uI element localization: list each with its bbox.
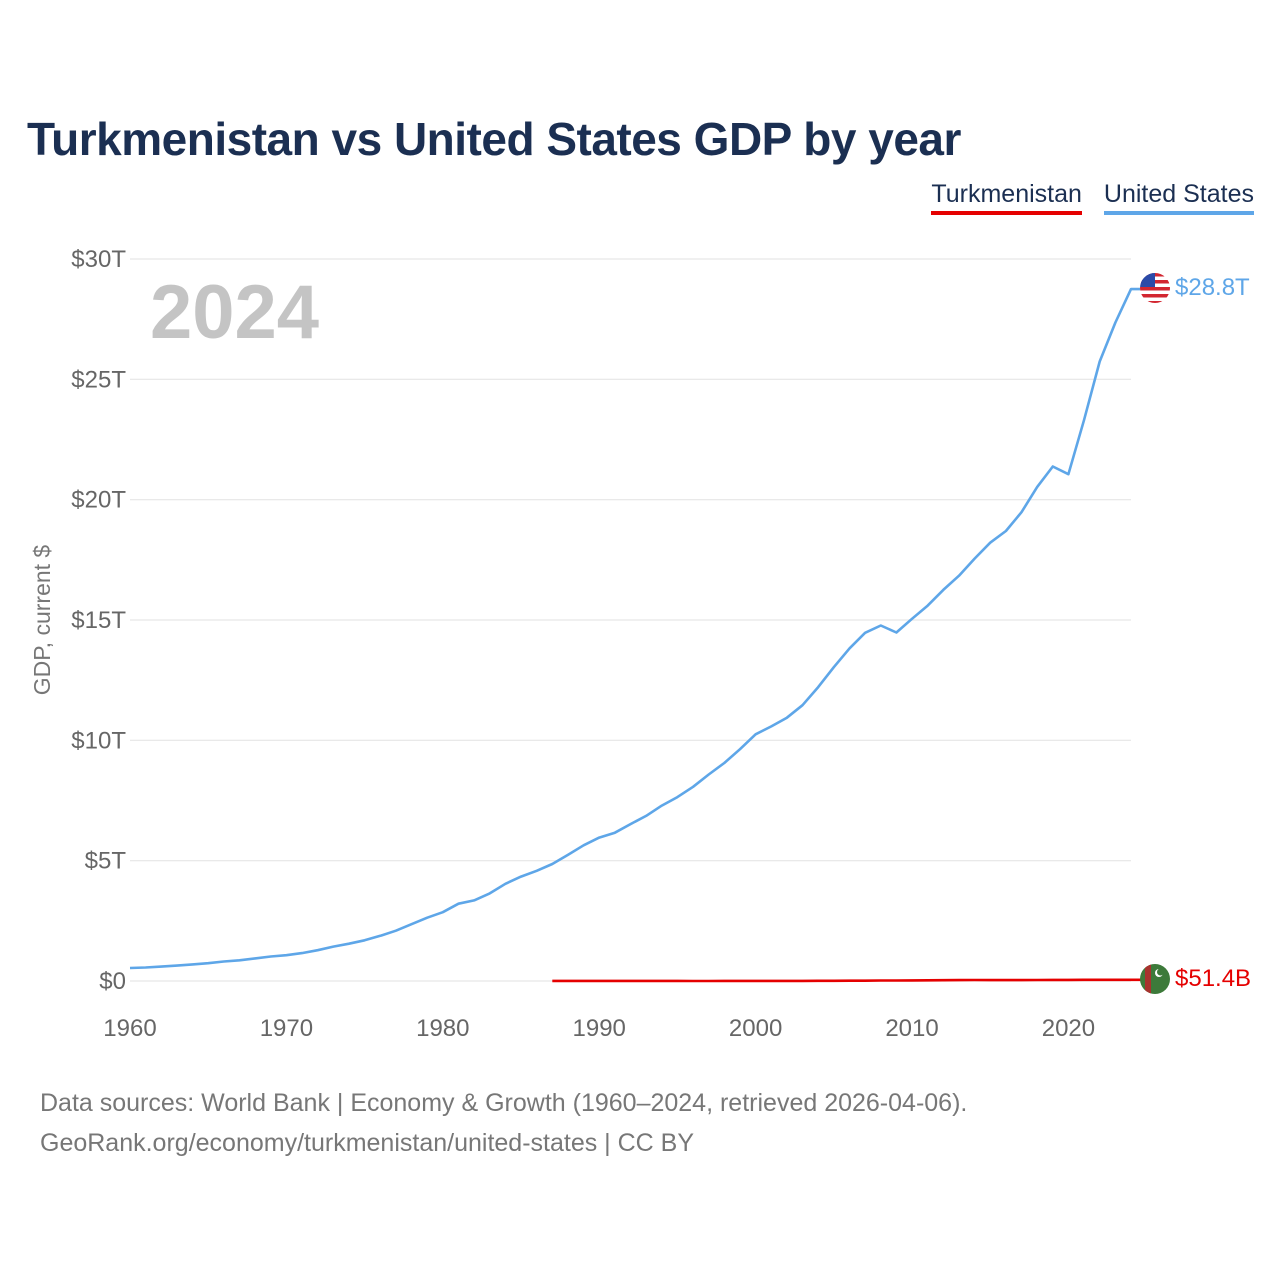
turkmenistan-end-label: $51.4B xyxy=(1175,965,1251,992)
legend-item-turkmenistan[interactable]: Turkmenistan xyxy=(931,180,1082,215)
chart-title: Turkmenistan vs United States GDP by yea… xyxy=(27,113,961,165)
x-axis-tick-labels: 1960 1970 1980 1990 2000 2010 2020 xyxy=(103,1015,1095,1042)
us-end-label: $28.8T xyxy=(1175,274,1250,301)
x-tick-label: 1980 xyxy=(416,1015,469,1042)
y-tick-label: $10T xyxy=(71,727,126,754)
x-tick-label: 1970 xyxy=(260,1015,313,1042)
x-tick-label: 2020 xyxy=(1042,1015,1095,1042)
y-tick-label: $30T xyxy=(71,246,126,273)
y-tick-label: $0 xyxy=(99,968,126,995)
x-tick-label: 2000 xyxy=(729,1015,782,1042)
gridlines xyxy=(130,258,1131,982)
x-tick-label: 1960 xyxy=(103,1015,156,1042)
y-tick-label: $25T xyxy=(71,366,126,393)
source-line-2[interactable]: GeoRank.org/economy/turkmenistan/united-… xyxy=(40,1129,695,1157)
series-lines xyxy=(129,287,1142,983)
us-flag-icon xyxy=(1140,273,1170,303)
y-axis-tick-labels: $0 $5T $10T $15T $20T $25T $30T xyxy=(71,246,126,995)
x-tick-label: 2010 xyxy=(885,1015,938,1042)
year-watermark: 2024 xyxy=(150,270,319,355)
x-tick-label: 1990 xyxy=(573,1015,626,1042)
legend: Turkmenistan United States xyxy=(931,180,1254,215)
y-axis-label: GDP, current $ xyxy=(29,545,55,696)
series-line-united-states xyxy=(129,287,1142,970)
source-note: Data sources: World Bank | Economy & Gro… xyxy=(40,1083,967,1163)
legend-item-united-states[interactable]: United States xyxy=(1103,180,1254,215)
y-tick-label: $5T xyxy=(85,848,127,875)
source-line-1: Data sources: World Bank | Economy & Gro… xyxy=(40,1089,968,1117)
turkmenistan-flag-icon xyxy=(1140,964,1170,994)
y-tick-label: $20T xyxy=(71,487,126,514)
series-line-turkmenistan xyxy=(552,978,1142,983)
y-tick-label: $15T xyxy=(71,607,126,634)
